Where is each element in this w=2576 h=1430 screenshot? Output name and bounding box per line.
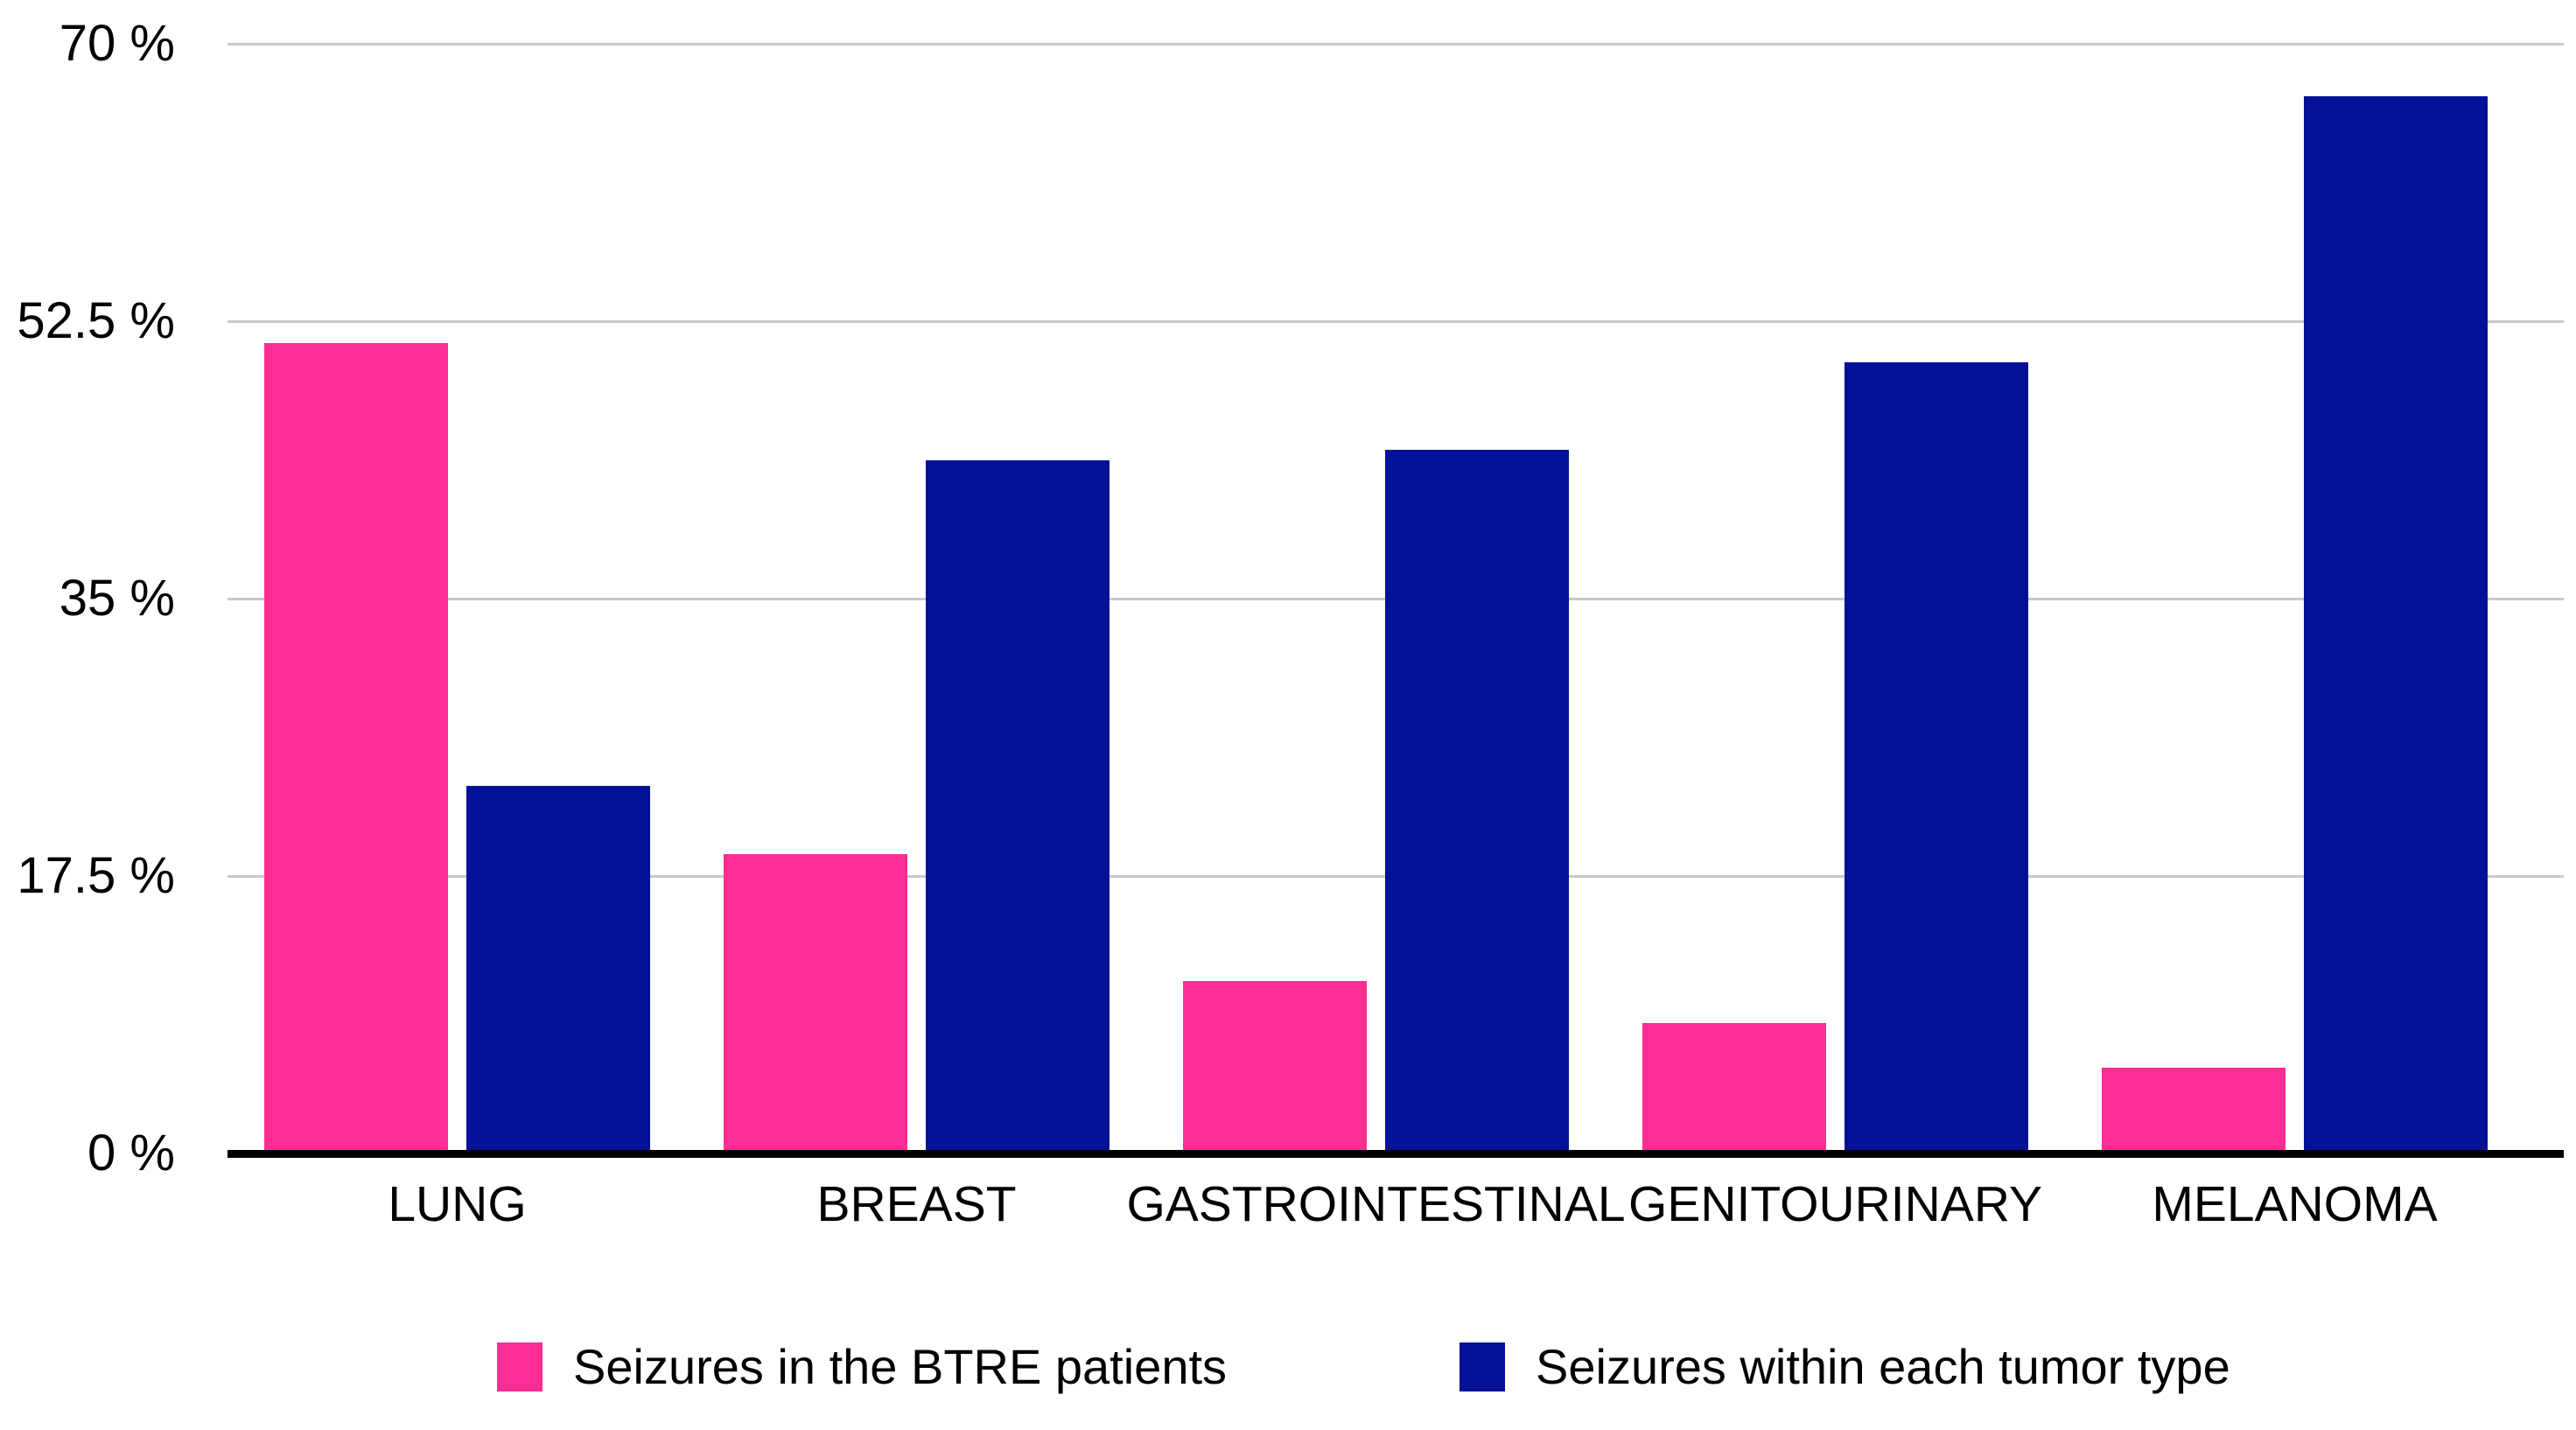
y-tick-label: 35 % xyxy=(59,570,175,627)
bar-genitourinary-series2 xyxy=(1844,362,2028,1153)
x-axis-line xyxy=(228,1150,2564,1158)
category-label-gastrointestinal: GASTROINTESTINAL xyxy=(1126,1176,1626,1232)
legend-swatch-icon xyxy=(1460,1342,1505,1391)
category-label-melanoma: MELANOMA xyxy=(2152,1176,2438,1232)
gridline-70 xyxy=(228,43,2564,46)
legend-item-series2: Seizures within each tumor type xyxy=(1460,1341,2230,1393)
bar-lung-series1 xyxy=(264,343,448,1153)
y-tick-label: 0 % xyxy=(88,1125,175,1181)
y-tick-label: 17.5 % xyxy=(17,847,175,904)
gridline-52.5 xyxy=(228,320,2564,323)
category-label-lung: LUNG xyxy=(388,1176,527,1232)
legend-label: Seizures within each tumor type xyxy=(1536,1339,2230,1394)
category-label-breast: BREAST xyxy=(816,1176,1017,1232)
bar-melanoma-series2 xyxy=(2304,96,2488,1153)
legend-label: Seizures in the BTRE patients xyxy=(573,1339,1228,1394)
bar-melanoma-series1 xyxy=(2102,1068,2286,1153)
category-label-genitourinary: GENITOURINARY xyxy=(1628,1176,2042,1232)
bar-gastrointestinal-series1 xyxy=(1183,981,1367,1153)
bar-breast-series2 xyxy=(926,460,1110,1153)
y-tick-label: 70 % xyxy=(59,15,175,72)
legend-item-series1: Seizures in the BTRE patients xyxy=(497,1341,1227,1393)
y-tick-label: 52.5 % xyxy=(17,292,175,349)
bar-gastrointestinal-series2 xyxy=(1385,450,1569,1153)
bar-genitourinary-series1 xyxy=(1642,1023,1826,1153)
legend-swatch-icon xyxy=(497,1342,542,1391)
bar-breast-series1 xyxy=(724,854,907,1153)
bar-lung-series2 xyxy=(466,786,650,1153)
